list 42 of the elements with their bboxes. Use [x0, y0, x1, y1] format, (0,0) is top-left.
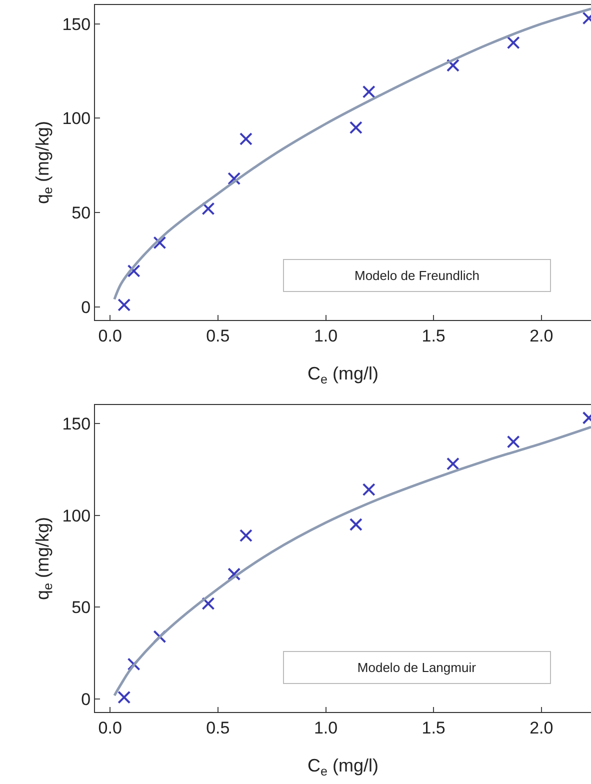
x-tick-label: 1.0 [314, 718, 338, 738]
point [127, 264, 140, 278]
x-tick-label: 0.5 [206, 718, 230, 738]
x-tick-label: 0.0 [98, 718, 122, 738]
point [202, 597, 215, 610]
point [118, 690, 131, 704]
line-series [113, 426, 591, 697]
point [202, 202, 215, 216]
point [349, 121, 362, 134]
point [446, 58, 460, 72]
point [506, 36, 520, 50]
y-tick-label: 0 [81, 298, 91, 317]
point [362, 85, 376, 98]
point [362, 483, 376, 496]
line-series [113, 8, 591, 300]
y-tick-label: 100 [62, 506, 91, 526]
x-tick-label: 1.5 [422, 718, 446, 738]
point [118, 298, 131, 312]
y-tick-label: 150 [62, 414, 91, 434]
point [506, 435, 520, 448]
x-tick-label: 1.5 [422, 326, 446, 346]
y-tick-label: 50 [72, 598, 91, 618]
x-tick-label: 2.0 [530, 718, 554, 738]
point [349, 518, 362, 531]
point [239, 132, 252, 146]
x-tick-label: 1.0 [314, 326, 338, 346]
point [228, 172, 241, 186]
annotation: Modelo de Langmuir [357, 660, 477, 675]
point [228, 568, 241, 581]
point [446, 457, 460, 470]
y-tick-label: 50 [72, 203, 91, 222]
point [153, 236, 166, 250]
annotation: Modelo de Freundlich [354, 268, 480, 283]
x-axis-title: C$_{e}$ (mg/l) [307, 756, 379, 778]
y-tick-label: 100 [62, 109, 91, 128]
y-tick-label: 150 [62, 14, 91, 34]
x-tick-label: 2.0 [530, 326, 554, 346]
y-tick-label: 0 [81, 690, 91, 710]
x-tick-label: 0.5 [206, 326, 230, 346]
x-axis-title: C$_{e}$ (mg/l) [307, 364, 379, 386]
point [239, 529, 252, 542]
x-tick-label: 0.0 [98, 326, 122, 346]
